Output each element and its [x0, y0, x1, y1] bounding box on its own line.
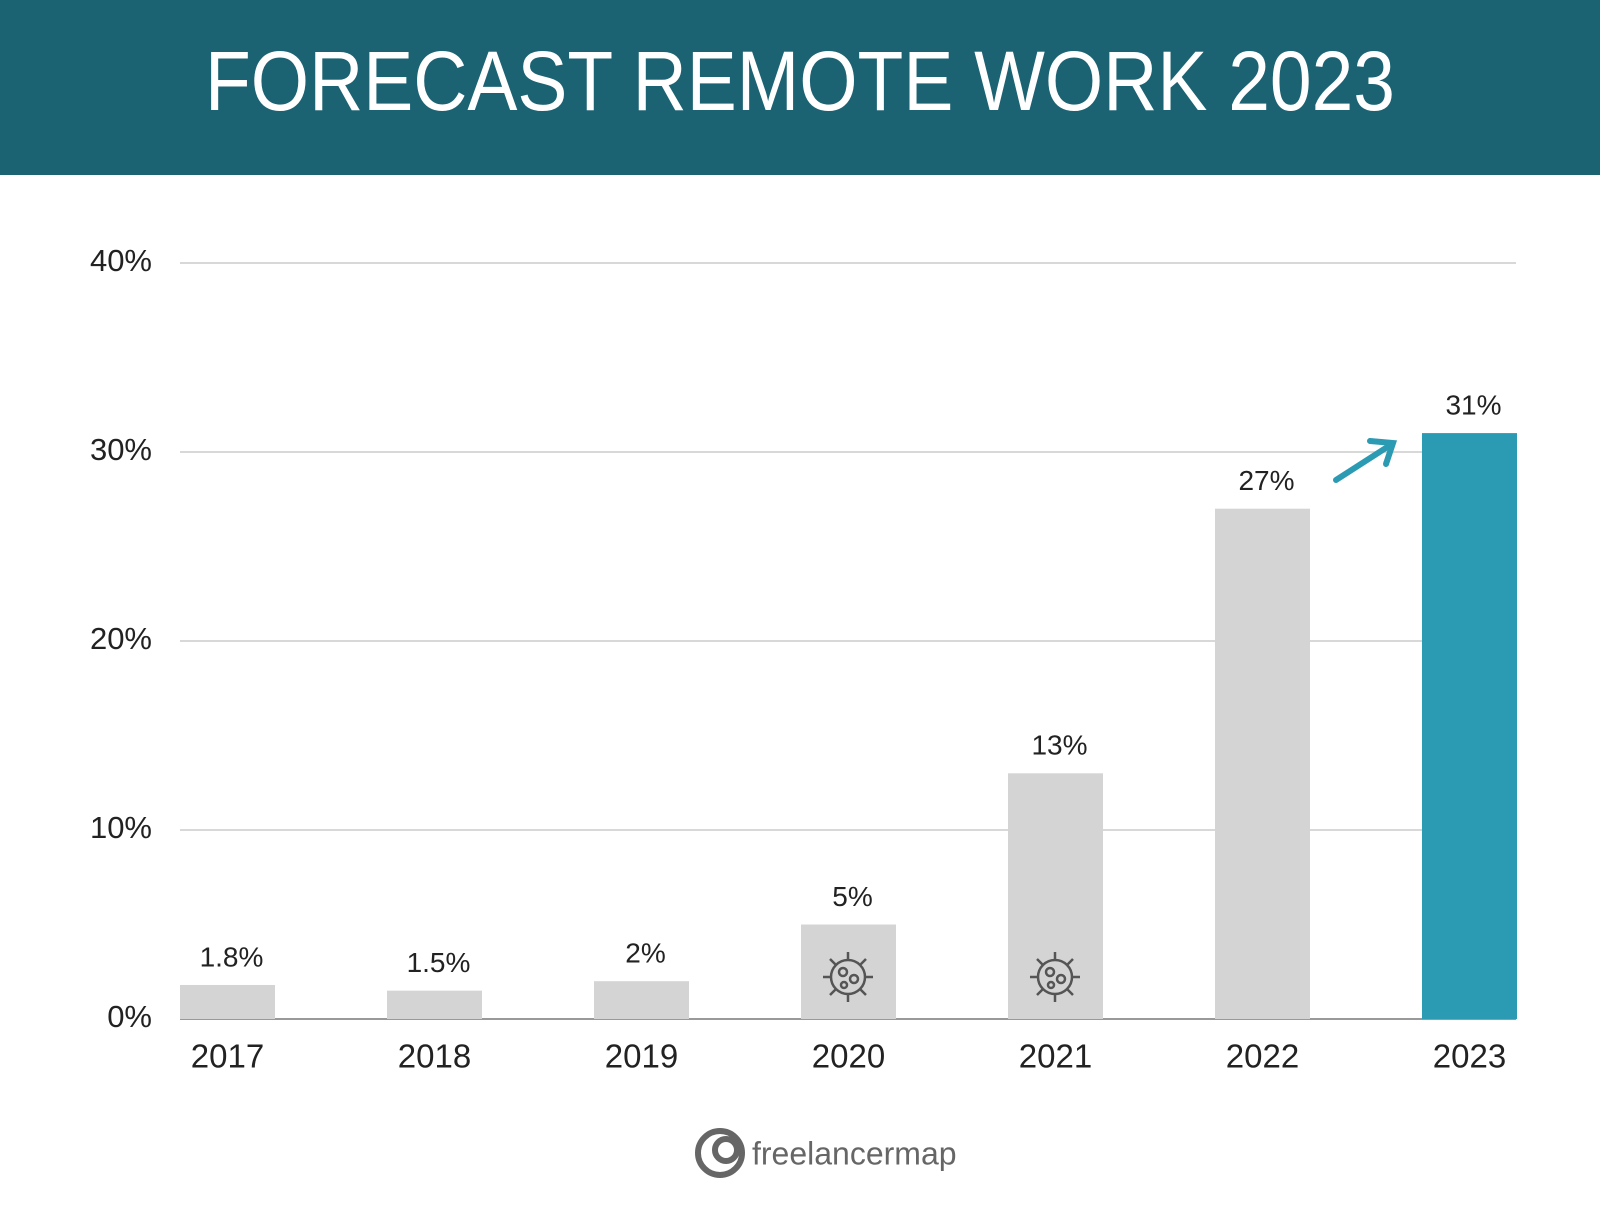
- value-label: 27%: [1238, 465, 1294, 496]
- y-tick-label: 40%: [90, 243, 152, 278]
- value-label: 1.8%: [200, 941, 264, 972]
- virus-icon: [823, 952, 873, 1002]
- x-tick-label: 2021: [1019, 1038, 1092, 1075]
- bar: [180, 984, 275, 1019]
- header-band: [0, 0, 1600, 175]
- value-label: 5%: [832, 881, 872, 912]
- logo-text: freelancermap: [752, 1135, 957, 1171]
- x-tick-label: 2018: [398, 1038, 471, 1075]
- x-tick-label: 2020: [812, 1038, 885, 1075]
- value-label: 1.5%: [407, 947, 471, 978]
- y-tick-label: 20%: [90, 621, 152, 656]
- bar: [387, 990, 482, 1019]
- bar: [1008, 773, 1103, 1019]
- x-tick-label: 2017: [191, 1038, 264, 1075]
- bar: [1422, 433, 1517, 1020]
- plot-area: 0% 10% 20% 30% 40% 1.8% 2017 1.5% 2018 2% 2019 5% 20…: [90, 243, 1517, 1075]
- x-tick-label: 2019: [605, 1038, 678, 1075]
- y-tick-label: 30%: [90, 432, 152, 467]
- logo-icon: [695, 1128, 745, 1178]
- y-tick-label: 10%: [90, 810, 152, 845]
- bar: [594, 981, 689, 1019]
- x-tick-label: 2022: [1226, 1038, 1299, 1075]
- x-tick-label: 2023: [1433, 1038, 1506, 1075]
- trend-arrow: [1333, 438, 1398, 483]
- value-label: 13%: [1031, 730, 1087, 761]
- y-tick-label: 0%: [107, 999, 152, 1034]
- bar: [801, 924, 896, 1019]
- bar: [1215, 508, 1310, 1019]
- value-label: 2%: [625, 938, 665, 969]
- chart-title: FORECAST REMOTE WORK 2023: [205, 34, 1395, 128]
- virus-icon: [1030, 952, 1080, 1002]
- value-label: 31%: [1445, 389, 1501, 420]
